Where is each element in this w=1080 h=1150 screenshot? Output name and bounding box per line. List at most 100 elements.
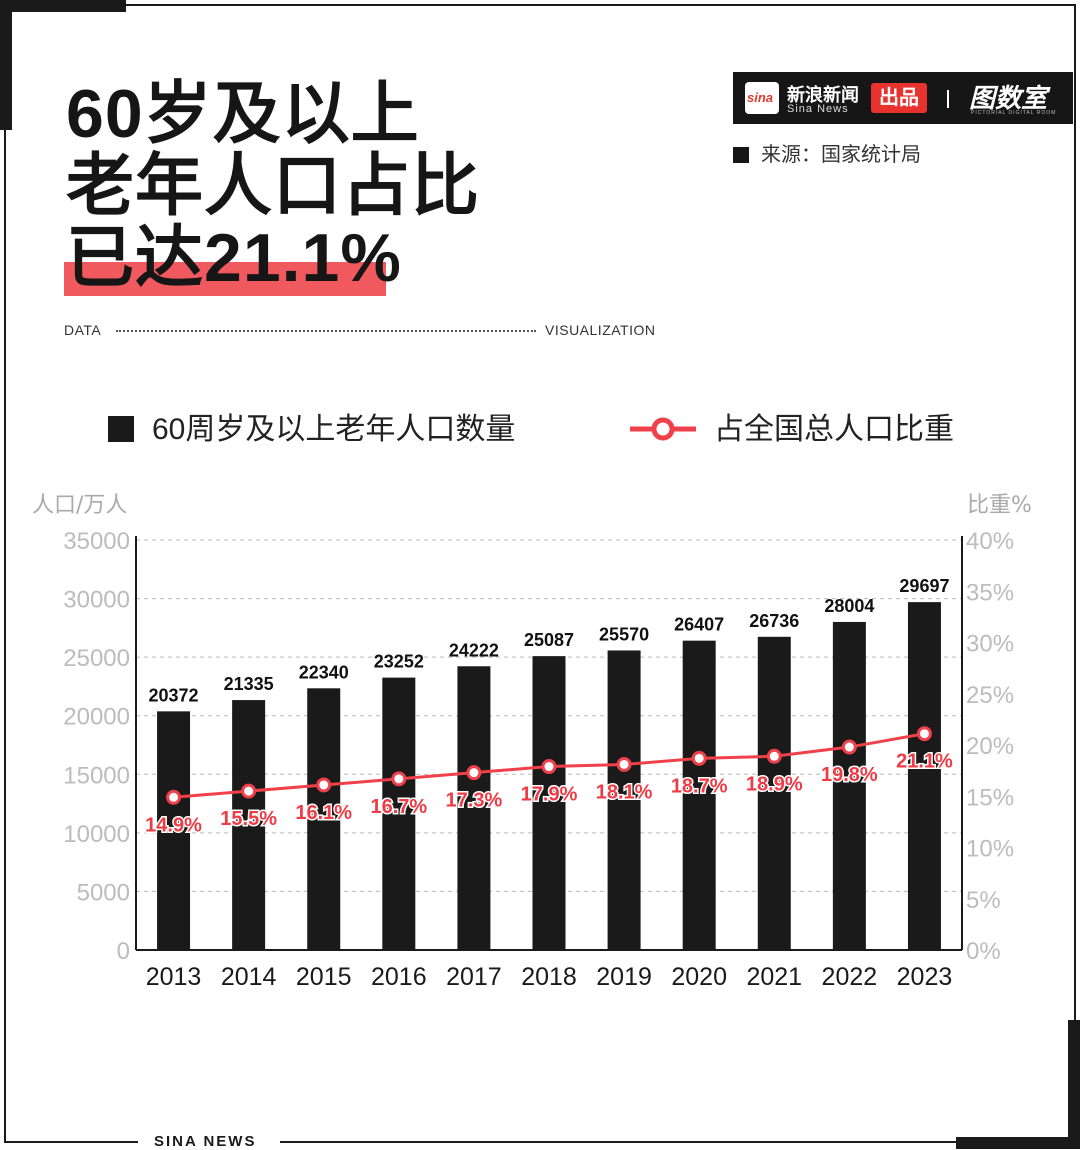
y2-tick-label: 20% — [966, 733, 1014, 760]
frame-left — [4, 130, 6, 1142]
line-point — [766, 748, 782, 764]
strip-data-label: DATA — [64, 322, 102, 338]
bar-value-label: 21335 — [224, 674, 274, 694]
legend-bar-label: 60周岁及以上老年人口数量 — [152, 413, 516, 446]
y-tick-label: 15000 — [63, 762, 130, 789]
bar — [757, 636, 791, 950]
x-tick-label: 2015 — [296, 963, 352, 991]
source-text: 来源：国家统计局 — [761, 144, 921, 166]
line-value-label: 16.1% — [295, 802, 352, 824]
bar-value-label: 29697 — [899, 576, 949, 596]
line-value-label: 14.9% — [145, 814, 202, 836]
x-tick-label: 2020 — [671, 963, 727, 991]
bar-value-label: 26736 — [749, 611, 799, 631]
frame-right — [1074, 4, 1076, 1020]
strip-visualization-label: VISUALIZATION — [545, 322, 656, 338]
line-point — [391, 771, 407, 787]
line-point — [541, 759, 557, 775]
y-tick-label: 20000 — [63, 704, 130, 731]
bar — [532, 656, 566, 950]
line-value-label: 16.7% — [370, 796, 427, 818]
x-tick-label: 2023 — [897, 963, 953, 991]
frame-bottom-left — [4, 1141, 138, 1143]
bar-value-label: 26407 — [674, 615, 724, 635]
bar — [907, 602, 941, 950]
corner-bottom-right-v — [1068, 1020, 1080, 1149]
bar-value-label: 25087 — [524, 630, 574, 650]
bar — [382, 677, 416, 950]
line-value-label: 18.9% — [746, 773, 803, 795]
y-tick-label: 25000 — [63, 645, 130, 672]
bar-value-label: 24222 — [449, 640, 499, 660]
brand-separator — [947, 90, 949, 108]
brand-name-cn: 新浪新闻 — [787, 85, 859, 105]
line-value-label: 19.8% — [821, 764, 878, 786]
room-logo-sub: PICTORIAL DIGITAL ROOM — [971, 110, 1057, 116]
bar — [607, 650, 641, 950]
x-tick-label: 2019 — [596, 963, 652, 991]
line-point — [166, 789, 182, 805]
line-value-label: 17.3% — [446, 790, 503, 812]
legend-line-item: 占全国总人口比重 — [630, 404, 954, 448]
y2-tick-label: 25% — [966, 682, 1014, 709]
bar — [457, 666, 491, 950]
x-tick-label: 2022 — [822, 963, 878, 991]
brand-tag: 出品 — [871, 83, 927, 113]
bar — [682, 640, 716, 950]
source-note: 来源：国家统计局 — [733, 138, 921, 167]
line-point — [241, 783, 257, 799]
legend-line-swatch — [630, 417, 696, 441]
y-axis-title: 人口/万人 — [32, 493, 127, 518]
sina-logo-text: sina — [747, 90, 774, 105]
legend-bar-swatch — [108, 416, 134, 442]
line-value-label: 18.1% — [596, 781, 653, 803]
line-point — [691, 750, 707, 766]
y2-axis-title: 比重% — [967, 493, 1032, 518]
line-value-label: 15.5% — [220, 808, 277, 830]
y2-tick-label: 15% — [966, 784, 1014, 811]
legend-bar-item: 60周岁及以上老年人口数量 — [108, 404, 515, 448]
bar — [157, 711, 191, 950]
y-tick-label: 10000 — [63, 821, 130, 848]
line-point — [616, 756, 632, 772]
bar-value-label: 20372 — [149, 685, 199, 705]
headline-line-3: 已达21.1% — [66, 220, 402, 296]
x-tick-label: 2014 — [221, 963, 277, 991]
line-point — [916, 726, 932, 742]
x-tick-label: 2016 — [371, 963, 427, 991]
bar-value-label: 28004 — [824, 596, 874, 616]
corner-top-left — [0, 0, 126, 12]
y2-tick-label: 30% — [966, 631, 1014, 658]
corner-bottom-right — [956, 1137, 1080, 1149]
brand-name-en: Sina News — [787, 103, 849, 115]
line-value-label: 21.1% — [896, 751, 953, 773]
y2-tick-label: 5% — [966, 887, 1001, 914]
x-tick-label: 2013 — [146, 963, 202, 991]
x-tick-label: 2021 — [746, 963, 802, 991]
corner-top-left-v — [0, 0, 12, 130]
line-point — [841, 739, 857, 755]
legend-line-label: 占全国总人口比重 — [714, 413, 954, 446]
y-tick-label: 0 — [117, 938, 130, 965]
bar — [232, 700, 266, 950]
headline-line-1: 60岁及以上 — [66, 76, 420, 152]
line-value-label: 17.9% — [521, 784, 578, 806]
bar-value-label: 25570 — [599, 624, 649, 644]
room-logo: 图数室 — [969, 83, 1048, 113]
headline: 60岁及以上 老年人口占比 已达21.1% — [64, 76, 480, 296]
y-tick-label: 35000 — [63, 528, 130, 555]
headline-highlight — [64, 262, 386, 296]
y2-tick-label: 10% — [966, 836, 1014, 863]
bar — [307, 688, 341, 950]
line-point — [316, 777, 332, 793]
y-tick-label: 30000 — [63, 587, 130, 614]
line-value-label: 18.7% — [671, 775, 728, 797]
chart: 0 5000 10000 15000 20000 25000 30000 35000 0% 5% 1… — [32, 493, 1032, 991]
x-tick-label: 2018 — [521, 963, 577, 991]
strip-dotted-line — [116, 330, 536, 332]
bar-value-label: 23252 — [374, 652, 424, 672]
frame-bottom-right — [280, 1141, 956, 1143]
bar-value-label: 22340 — [299, 662, 349, 682]
y2-tick-label: 35% — [966, 579, 1014, 606]
x-tick-label: 2017 — [446, 963, 502, 991]
